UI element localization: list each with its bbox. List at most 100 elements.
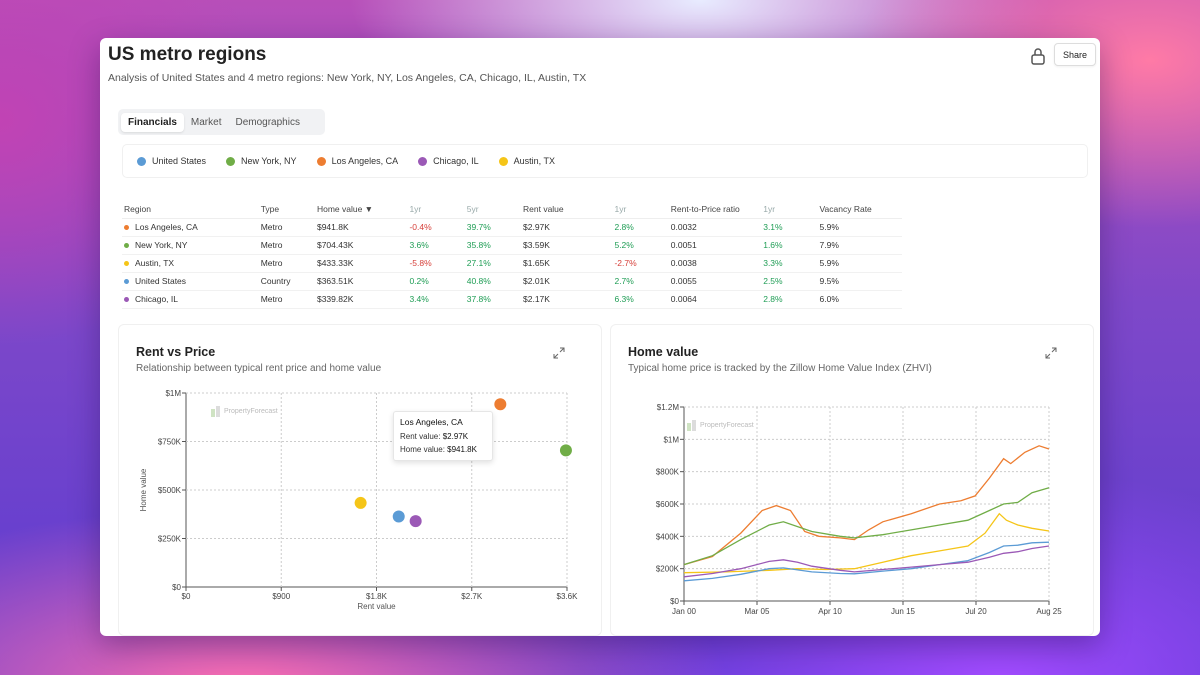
home-value-chart: $0 $200K $400K $600K $800K $1M $1.2M Jan 00 Mar … [656, 403, 1062, 616]
cell-rent-1yr: 6.3% [612, 290, 669, 309]
legend-item[interactable]: Los Angeles, CA [316, 156, 398, 166]
table-row[interactable]: Austin, TX Metro $433.33K -5.8% 27.1% $1.65K -… [122, 254, 902, 273]
y-tick-label: $400K [656, 532, 680, 541]
region-dot [124, 279, 129, 285]
cell-rent-1yr: -2.7% [612, 254, 669, 273]
series-line[interactable] [683, 541, 1050, 582]
cell-ratio-1yr: 3.1% [761, 218, 818, 237]
region-name: United States [135, 276, 187, 286]
region-name: New York, NY [135, 240, 188, 250]
legend-dot [498, 156, 508, 166]
legend-item[interactable]: Chicago, IL [418, 156, 479, 166]
col-home-value[interactable]: Home value ▼ [314, 201, 408, 219]
region-name: Chicago, IL [135, 294, 178, 304]
x-axis-label: Rent value [357, 602, 396, 611]
cell-home-1yr: 3.4% [407, 290, 465, 309]
app-window: US metro regions Analysis of United Stat… [100, 38, 1100, 636]
metrics-table: Region Type Home value ▼ 1yr 5yr Rent va… [122, 201, 902, 309]
cell-home-5yr: 40.8% [464, 272, 521, 291]
watermark: PropertyForecast [211, 405, 278, 417]
cell-rent-1yr: 2.7% [612, 272, 669, 291]
region-dot [124, 297, 129, 303]
col-rent-1yr[interactable]: 1yr [612, 201, 669, 219]
y-axis-label: Home value [139, 468, 148, 511]
region-name: Austin, TX [135, 258, 175, 268]
tab-demographics[interactable]: Demographics [235, 116, 300, 128]
cell-home-1yr: 3.6% [407, 236, 465, 255]
table-row[interactable]: Los Angeles, CA Metro $941.8K -0.4% 39.7% $2.… [122, 218, 902, 237]
region-name: Los Angeles, CA [135, 222, 198, 232]
col-home-1yr[interactable]: 1yr [407, 201, 465, 219]
expand-icon[interactable] [1045, 347, 1057, 359]
tooltip-title: Los Angeles, CA [400, 417, 463, 427]
table-row[interactable]: New York, NY Metro $704.43K 3.6% 35.8% $3.59K… [122, 236, 902, 255]
cell-ratio-1yr: 1.6% [761, 236, 818, 255]
cell-rent-value: $2.17K [521, 290, 613, 309]
cell-ratio: 0.0038 [668, 254, 762, 273]
rent-vs-price-subtitle: Relationship between typical rent price … [136, 363, 382, 374]
lock-icon[interactable] [1030, 47, 1046, 65]
cell-type: Metro [258, 254, 315, 273]
col-rent-value[interactable]: Rent value [521, 201, 613, 219]
col-ratio-1yr[interactable]: 1yr [761, 201, 818, 219]
expand-icon[interactable] [553, 347, 565, 359]
scatter-point[interactable] [392, 510, 405, 523]
x-tick-label: $900 [272, 592, 290, 601]
legend-item[interactable]: United States [137, 156, 206, 166]
region-dot [124, 243, 129, 249]
cell-rent-value: $2.01K [521, 272, 613, 291]
cell-rent-value: $2.97K [521, 218, 613, 237]
x-tick-label: $3.6K [557, 592, 579, 601]
cell-home-1yr: 0.2% [407, 272, 465, 291]
page-subtitle: Analysis of United States and 4 metro re… [108, 72, 587, 84]
scatter-point[interactable] [409, 515, 422, 528]
scatter-point[interactable] [559, 444, 572, 457]
tab-financials[interactable]: Financials [121, 112, 184, 132]
cell-vacancy: 9.5% [817, 272, 902, 291]
x-tick-label: Jun 15 [891, 607, 916, 616]
col-home-5yr[interactable]: 5yr [464, 201, 521, 219]
y-tick-label: $0 [670, 597, 679, 606]
tooltip-home-label: Home value: [400, 445, 445, 454]
home-value-title: Home value [628, 345, 699, 359]
x-tick-label: Mar 05 [745, 607, 770, 616]
legend-dot [418, 156, 428, 166]
cell-home-5yr: 39.7% [464, 218, 521, 237]
col-ratio[interactable]: Rent-to-Price ratio [668, 201, 762, 219]
y-tick-label: $250K [158, 535, 182, 544]
series-line[interactable] [683, 545, 1050, 578]
table-row[interactable]: Chicago, IL Metro $339.82K 3.4% 37.8% $2.17K 6… [122, 290, 902, 309]
series-line[interactable] [683, 487, 1050, 566]
legend-item[interactable]: Austin, TX [498, 156, 555, 166]
y-tick-label: $500K [158, 486, 182, 495]
cell-home-value: $941.8K [314, 218, 408, 237]
cell-home-5yr: 37.8% [464, 290, 521, 309]
tab-market[interactable]: Market [190, 116, 222, 128]
col-vacancy[interactable]: Vacancy Rate [817, 201, 902, 219]
cell-home-value: $704.43K [314, 236, 408, 255]
cell-rent-value: $3.59K [521, 236, 613, 255]
col-type[interactable]: Type [258, 201, 315, 219]
scatter-point[interactable] [494, 398, 507, 411]
cell-region: New York, NY [122, 236, 259, 255]
series-line[interactable] [683, 445, 1050, 566]
y-tick-label: $750K [158, 438, 182, 447]
scatter-point[interactable] [354, 496, 367, 509]
series-line[interactable] [683, 512, 1050, 574]
x-tick-label: $1.8K [366, 592, 388, 601]
legend-item[interactable]: New York, NY [226, 156, 297, 166]
page-title: US metro regions [108, 44, 267, 65]
rent-vs-price-title: Rent vs Price [136, 345, 216, 359]
legend-dot [226, 156, 236, 166]
region-dot [124, 261, 129, 267]
share-button[interactable]: Share [1054, 43, 1096, 66]
cell-ratio-1yr: 3.3% [761, 254, 818, 273]
x-tick-label: $0 [182, 592, 191, 601]
cell-vacancy: 6.0% [817, 290, 902, 309]
table-row[interactable]: United States Country $363.51K 0.2% 40.8% $2.… [122, 272, 902, 291]
col-region[interactable]: Region [122, 201, 259, 219]
cell-vacancy: 5.9% [817, 254, 902, 273]
tooltip-home-value: $941.8K [447, 445, 477, 454]
cell-vacancy: 7.9% [817, 236, 902, 255]
watermark: PropertyForecast [687, 419, 754, 431]
